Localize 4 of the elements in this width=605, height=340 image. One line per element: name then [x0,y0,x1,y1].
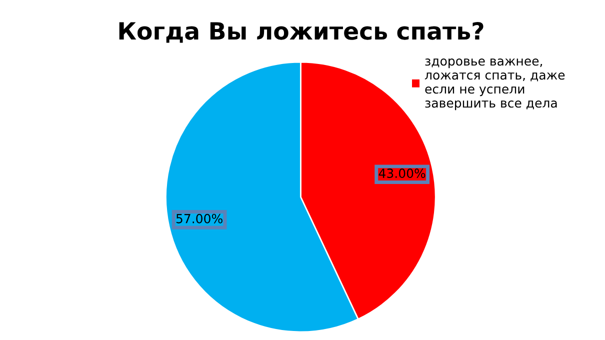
data-label: 57.00% [176,214,222,224]
data-label: 43.00% [378,168,426,178]
chart-title: Когда Вы ложитесь спать? [119,22,484,43]
legend-label: здоровье важнее, ложатся спать, даже если не успели завершить все дела [424,58,565,110]
